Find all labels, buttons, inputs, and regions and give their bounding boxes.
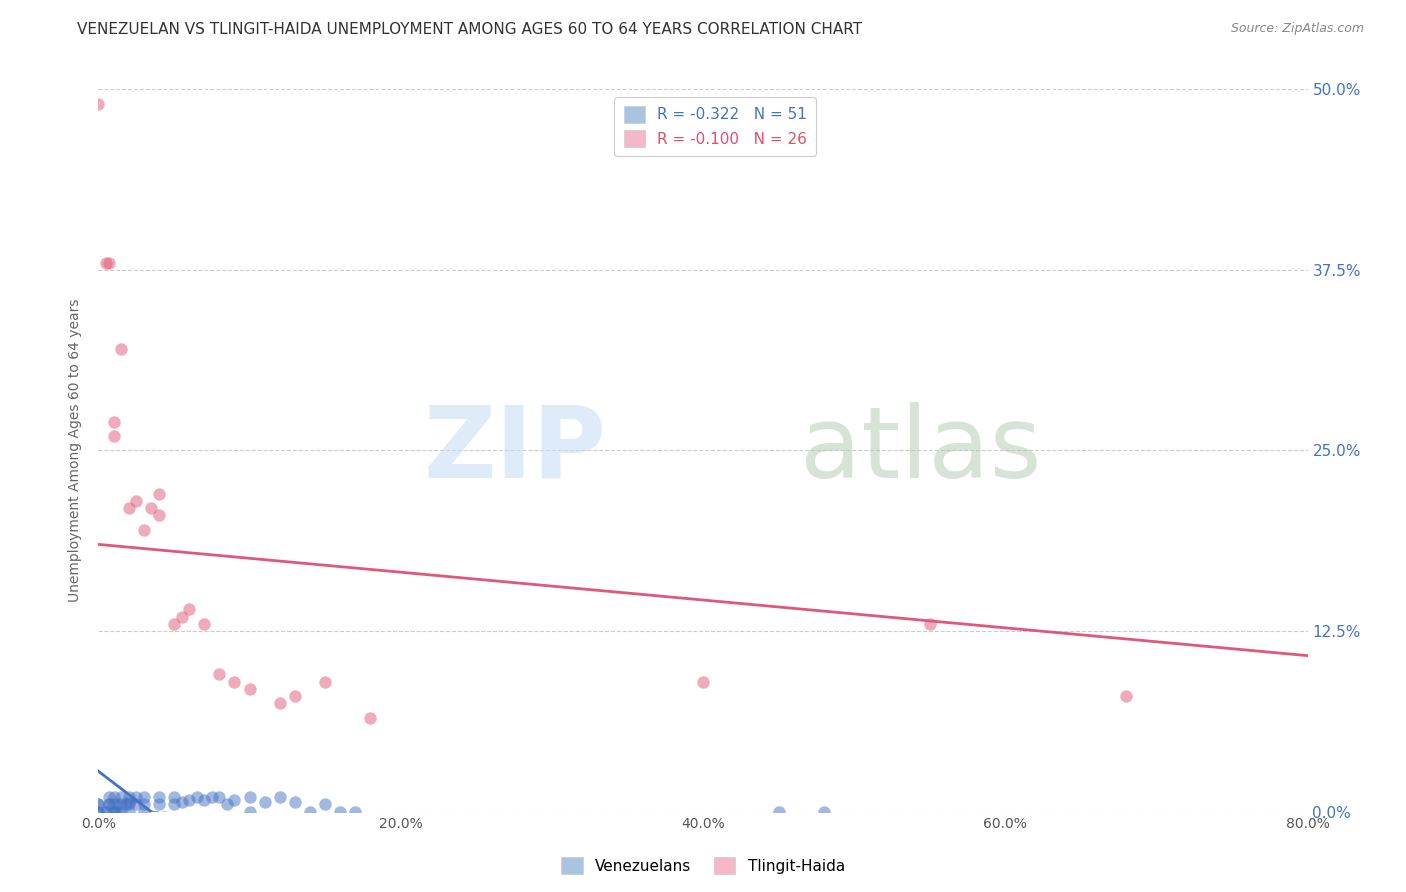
Legend: Venezuelans, Tlingit-Haida: Venezuelans, Tlingit-Haida bbox=[555, 851, 851, 880]
Text: ZIP: ZIP bbox=[423, 402, 606, 499]
Point bbox=[314, 797, 336, 812]
Point bbox=[118, 795, 141, 809]
Point bbox=[103, 429, 125, 443]
Point bbox=[141, 501, 163, 516]
Point bbox=[103, 790, 125, 805]
Point bbox=[692, 674, 714, 689]
Point bbox=[170, 795, 193, 809]
Point bbox=[224, 793, 246, 807]
Point bbox=[1115, 689, 1137, 703]
Point bbox=[110, 343, 132, 357]
Point bbox=[360, 711, 382, 725]
Point bbox=[125, 494, 148, 508]
Point bbox=[103, 805, 125, 819]
Point bbox=[87, 96, 110, 111]
Point bbox=[314, 674, 336, 689]
Point bbox=[114, 797, 136, 812]
Point bbox=[239, 681, 262, 696]
Point bbox=[148, 508, 170, 523]
Point bbox=[179, 793, 201, 807]
Point bbox=[118, 501, 141, 516]
Point bbox=[87, 797, 110, 812]
Point bbox=[94, 255, 117, 269]
Point bbox=[193, 616, 215, 631]
Point bbox=[344, 805, 367, 819]
Point bbox=[186, 790, 208, 805]
Point bbox=[239, 805, 262, 819]
Point bbox=[132, 523, 155, 537]
Point bbox=[253, 795, 276, 809]
Point bbox=[98, 797, 121, 812]
Point bbox=[148, 797, 170, 812]
Point bbox=[201, 790, 224, 805]
Point bbox=[768, 805, 790, 819]
Text: atlas: atlas bbox=[800, 402, 1042, 499]
Point bbox=[299, 805, 322, 819]
Y-axis label: Unemployment Among Ages 60 to 64 years: Unemployment Among Ages 60 to 64 years bbox=[69, 299, 83, 602]
Text: VENEZUELAN VS TLINGIT-HAIDA UNEMPLOYMENT AMONG AGES 60 TO 64 YEARS CORRELATION C: VENEZUELAN VS TLINGIT-HAIDA UNEMPLOYMENT… bbox=[77, 22, 862, 37]
Point bbox=[329, 805, 352, 819]
Point bbox=[105, 805, 128, 819]
Point bbox=[87, 805, 110, 819]
Point bbox=[224, 674, 246, 689]
Point bbox=[110, 805, 132, 819]
Point bbox=[132, 805, 155, 819]
Point bbox=[118, 805, 141, 819]
Point bbox=[110, 790, 132, 805]
Point bbox=[148, 790, 170, 805]
Point bbox=[103, 805, 125, 819]
Point bbox=[269, 696, 291, 710]
Point bbox=[193, 793, 215, 807]
Point bbox=[239, 790, 262, 805]
Point bbox=[103, 415, 125, 429]
Point bbox=[110, 797, 132, 812]
Point bbox=[269, 790, 291, 805]
Point bbox=[132, 797, 155, 812]
Point bbox=[125, 790, 148, 805]
Point bbox=[170, 609, 193, 624]
Point bbox=[125, 797, 148, 812]
Point bbox=[163, 790, 186, 805]
Point bbox=[132, 790, 155, 805]
Point bbox=[118, 797, 141, 812]
Point bbox=[87, 805, 110, 819]
Point bbox=[179, 602, 201, 616]
Point bbox=[215, 797, 238, 812]
Point bbox=[284, 689, 307, 703]
Text: Source: ZipAtlas.com: Source: ZipAtlas.com bbox=[1230, 22, 1364, 36]
Legend: R = -0.322   N = 51, R = -0.100   N = 26: R = -0.322 N = 51, R = -0.100 N = 26 bbox=[614, 97, 817, 156]
Point bbox=[87, 797, 110, 812]
Point bbox=[148, 487, 170, 501]
Point bbox=[208, 667, 231, 681]
Point bbox=[103, 797, 125, 812]
Point bbox=[98, 255, 121, 269]
Point bbox=[284, 795, 307, 809]
Point bbox=[118, 790, 141, 805]
Point bbox=[98, 797, 121, 812]
Point bbox=[163, 797, 186, 812]
Point bbox=[918, 616, 941, 631]
Point bbox=[813, 805, 835, 819]
Point bbox=[94, 805, 117, 819]
Point bbox=[208, 790, 231, 805]
Point bbox=[163, 616, 186, 631]
Point bbox=[98, 790, 121, 805]
Point bbox=[94, 805, 117, 819]
Point bbox=[105, 797, 128, 812]
